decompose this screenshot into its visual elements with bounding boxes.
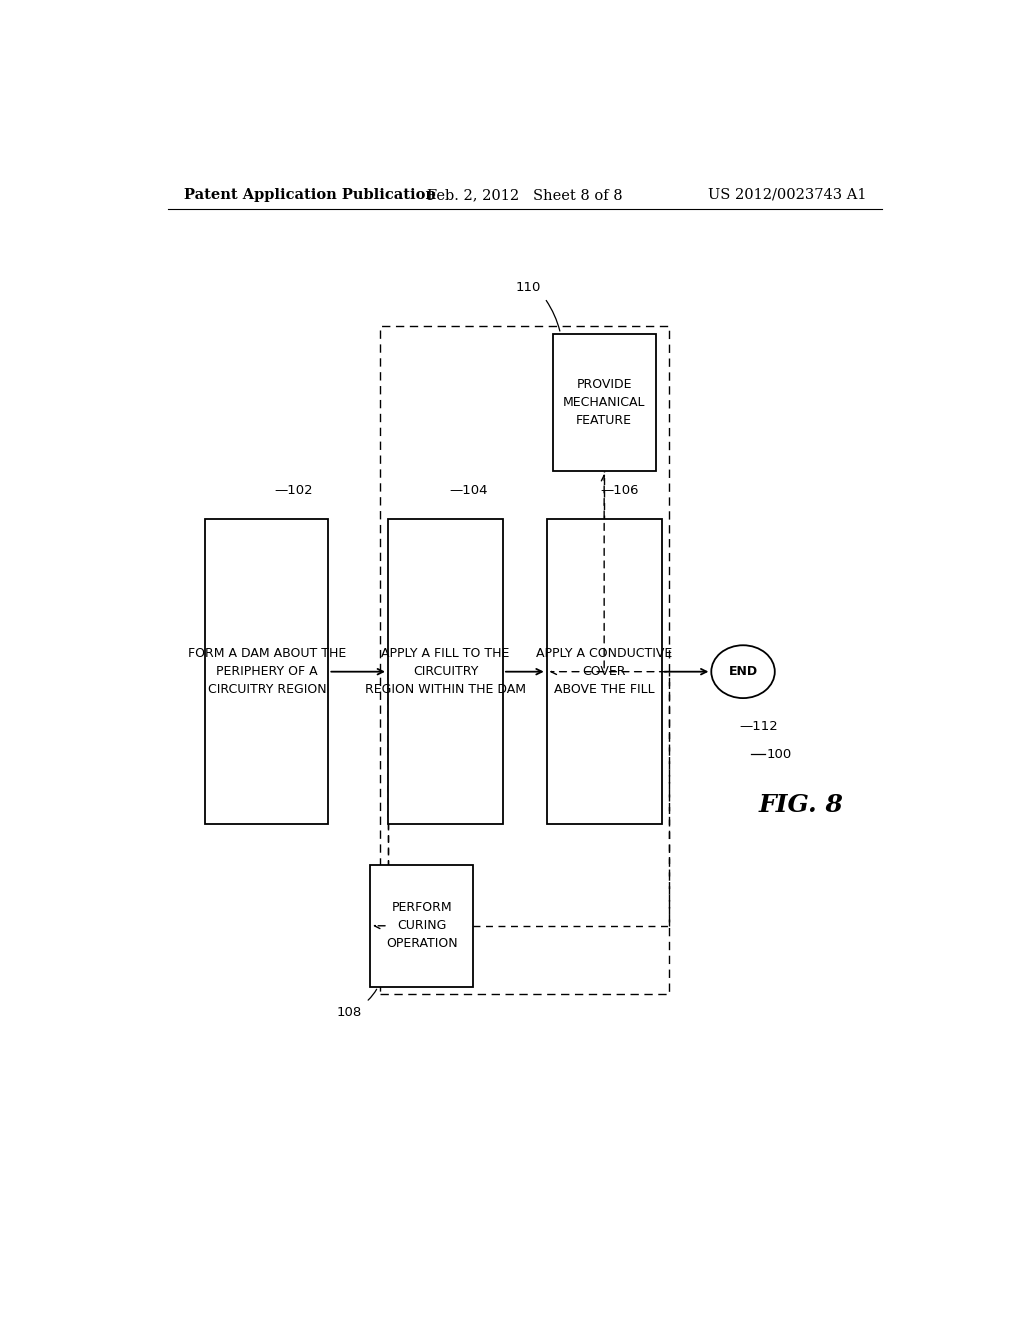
Text: FORM A DAM ABOUT THE
PERIPHERY OF A
CIRCUITRY REGION: FORM A DAM ABOUT THE PERIPHERY OF A CIRC… <box>187 647 346 696</box>
Bar <box>553 334 655 471</box>
Bar <box>206 519 329 824</box>
Bar <box>380 326 670 994</box>
Bar <box>388 519 503 824</box>
Text: END: END <box>728 665 758 678</box>
Text: —104: —104 <box>450 484 487 496</box>
Text: APPLY A CONDUCTIVE
COVER
ABOVE THE FILL: APPLY A CONDUCTIVE COVER ABOVE THE FILL <box>536 647 673 696</box>
Ellipse shape <box>712 645 775 698</box>
Text: US 2012/0023743 A1: US 2012/0023743 A1 <box>708 187 866 202</box>
Text: PROVIDE
MECHANICAL
FEATURE: PROVIDE MECHANICAL FEATURE <box>563 378 645 426</box>
Text: FIG. 8: FIG. 8 <box>759 793 844 817</box>
Bar <box>547 519 662 824</box>
Text: Feb. 2, 2012   Sheet 8 of 8: Feb. 2, 2012 Sheet 8 of 8 <box>427 187 623 202</box>
Text: Patent Application Publication: Patent Application Publication <box>183 187 435 202</box>
Text: PERFORM
CURING
OPERATION: PERFORM CURING OPERATION <box>386 902 458 950</box>
Text: 108: 108 <box>337 1006 362 1019</box>
Text: 110: 110 <box>515 281 541 294</box>
Bar <box>370 865 473 987</box>
Text: 100: 100 <box>767 747 793 760</box>
Text: —112: —112 <box>739 721 778 734</box>
Text: APPLY A FILL TO THE
CIRCUITRY
REGION WITHIN THE DAM: APPLY A FILL TO THE CIRCUITRY REGION WIT… <box>365 647 526 696</box>
Text: —106: —106 <box>600 484 639 496</box>
Text: —102: —102 <box>274 484 313 496</box>
